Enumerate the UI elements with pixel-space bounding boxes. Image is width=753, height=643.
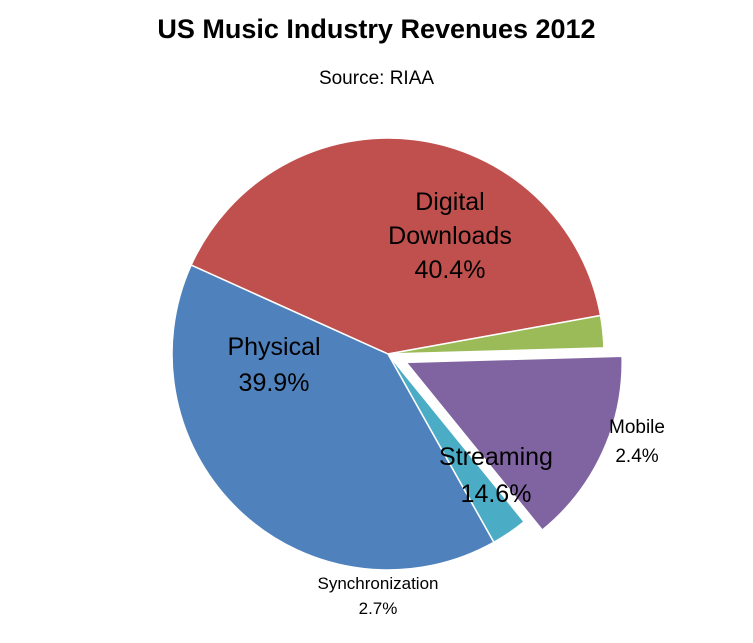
pie-slice-streaming [404, 355, 623, 532]
slice-label-digital-downloads: Digital Downloads 40.4% [388, 188, 512, 284]
slice-label-physical: Physical 39.9% [227, 333, 320, 397]
pie-slice-physical [171, 264, 495, 571]
slice-label-mobile: Mobile 2.4% [609, 417, 665, 467]
pie-slice-mobile [387, 314, 605, 355]
chart-subtitle: Source: RIAA [318, 68, 435, 89]
slice-label-streaming: Streaming 14.6% [439, 443, 553, 508]
chart-title: US Music Industry Revenues 2012 [157, 14, 596, 44]
slice-label-synchronization: Synchronization 2.7% [318, 574, 439, 618]
pie-slice-digital-downloads [190, 137, 602, 355]
